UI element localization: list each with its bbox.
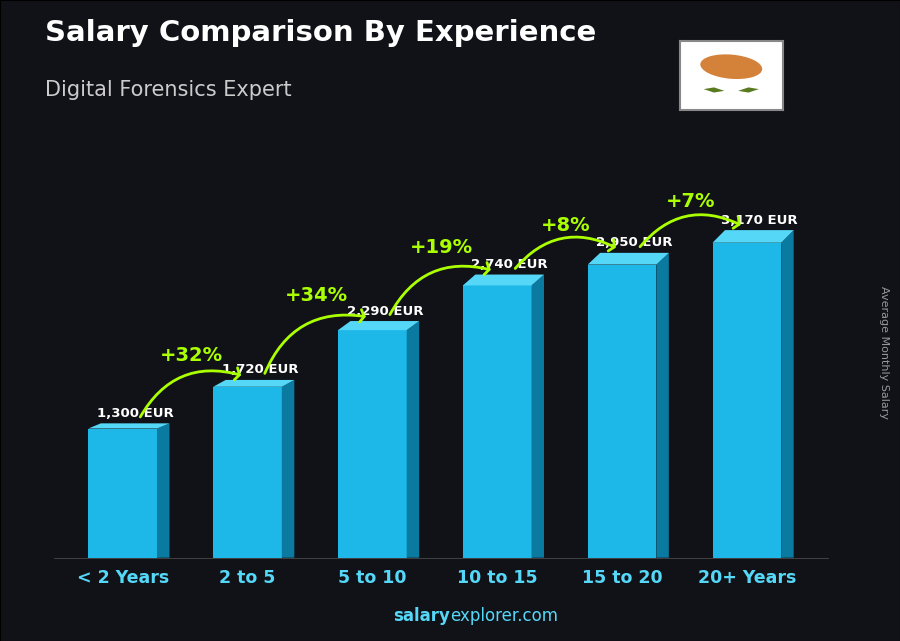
Text: 2,950 EUR: 2,950 EUR: [596, 237, 672, 249]
Text: 1,300 EUR: 1,300 EUR: [97, 407, 174, 420]
Text: Salary Comparison By Experience: Salary Comparison By Experience: [45, 19, 596, 47]
Text: Average Monthly Salary: Average Monthly Salary: [878, 286, 889, 419]
Polygon shape: [338, 321, 419, 330]
Text: +32%: +32%: [160, 345, 223, 365]
Polygon shape: [781, 230, 794, 558]
Polygon shape: [338, 330, 407, 558]
Text: 3,170 EUR: 3,170 EUR: [721, 213, 797, 227]
Text: salary: salary: [393, 607, 450, 625]
Polygon shape: [213, 387, 282, 558]
Polygon shape: [738, 87, 759, 92]
Polygon shape: [588, 265, 656, 558]
Polygon shape: [713, 243, 781, 558]
Ellipse shape: [700, 54, 762, 79]
Polygon shape: [656, 253, 669, 558]
Text: 2,740 EUR: 2,740 EUR: [472, 258, 548, 271]
Polygon shape: [157, 423, 169, 558]
Text: 1,720 EUR: 1,720 EUR: [221, 363, 298, 376]
Polygon shape: [213, 380, 294, 387]
Text: explorer.com: explorer.com: [450, 607, 558, 625]
Text: +34%: +34%: [284, 286, 347, 304]
Text: +7%: +7%: [666, 192, 716, 211]
Polygon shape: [282, 380, 294, 558]
Polygon shape: [463, 285, 532, 558]
Polygon shape: [588, 253, 669, 265]
Polygon shape: [463, 274, 544, 285]
Polygon shape: [88, 423, 169, 428]
Polygon shape: [532, 274, 544, 558]
Polygon shape: [88, 428, 157, 558]
Polygon shape: [713, 230, 794, 243]
Text: 2,290 EUR: 2,290 EUR: [346, 304, 423, 317]
Text: +8%: +8%: [541, 215, 590, 235]
Polygon shape: [704, 87, 725, 92]
Text: +19%: +19%: [410, 238, 472, 257]
Text: Digital Forensics Expert: Digital Forensics Expert: [45, 80, 292, 100]
Polygon shape: [407, 321, 419, 558]
